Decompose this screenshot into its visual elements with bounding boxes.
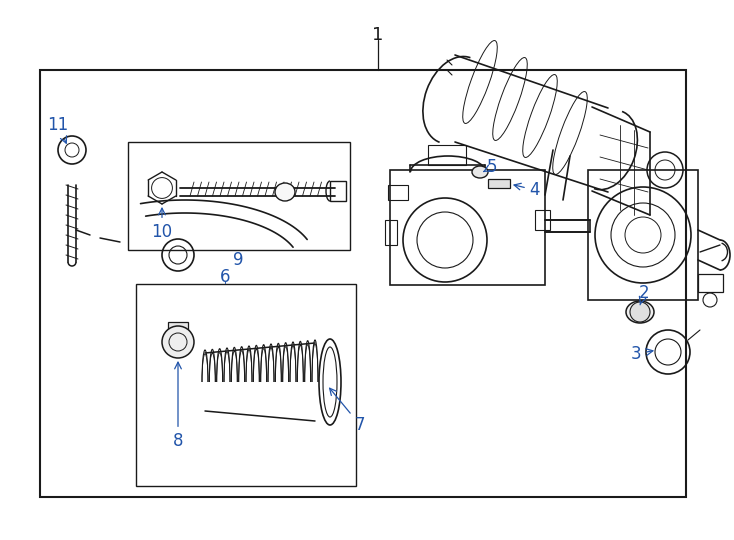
Text: 9: 9 <box>233 251 243 269</box>
Ellipse shape <box>626 301 654 323</box>
Bar <box>388 185 408 200</box>
Circle shape <box>162 326 194 358</box>
Bar <box>390 170 545 285</box>
Bar <box>428 145 466 165</box>
Text: 7: 7 <box>330 388 366 434</box>
Bar <box>128 142 350 250</box>
Circle shape <box>630 302 650 322</box>
Text: 5: 5 <box>484 158 497 176</box>
Bar <box>168 322 188 330</box>
Text: 10: 10 <box>151 208 172 241</box>
Bar <box>40 70 686 497</box>
Text: 3: 3 <box>631 345 653 363</box>
Ellipse shape <box>275 183 295 201</box>
Ellipse shape <box>472 166 488 178</box>
Bar <box>698 274 723 292</box>
Bar <box>330 181 346 201</box>
Bar <box>136 284 356 486</box>
Text: 11: 11 <box>48 116 68 143</box>
Text: 6: 6 <box>219 268 230 286</box>
Bar <box>488 179 510 188</box>
Text: 2: 2 <box>639 284 650 305</box>
Text: 4: 4 <box>514 181 540 199</box>
Text: 1: 1 <box>372 26 384 44</box>
Bar <box>535 210 550 230</box>
Text: 8: 8 <box>172 362 184 450</box>
Bar <box>588 170 698 300</box>
Bar <box>385 220 397 245</box>
